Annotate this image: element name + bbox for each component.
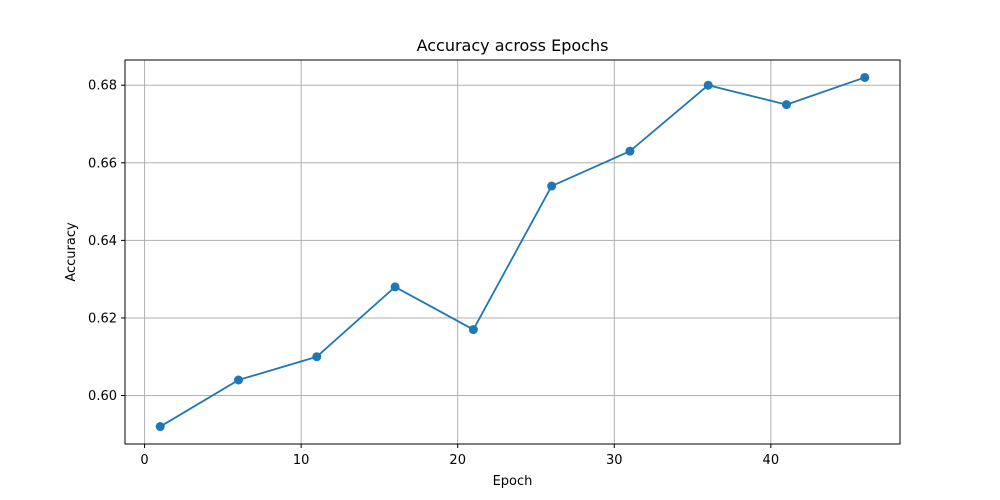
plot-area	[125, 60, 900, 444]
data-point	[312, 352, 322, 362]
grid-lines	[125, 60, 900, 444]
y-tick-label: 0.66	[88, 156, 117, 171]
x-tick-label: 0	[140, 453, 148, 468]
chart-title: Accuracy across Epochs	[417, 36, 609, 55]
x-tick-label: 30	[606, 453, 623, 468]
data-point	[468, 325, 478, 335]
data-point	[860, 72, 870, 82]
y-tick-label: 0.64	[88, 234, 117, 249]
data-point	[155, 422, 165, 432]
x-axis-label: Epoch	[493, 474, 533, 489]
y-tick-label: 0.62	[88, 311, 117, 326]
plot-frame	[124, 59, 901, 445]
x-tick-label: 10	[293, 453, 310, 468]
accuracy-series-line	[159, 76, 866, 428]
data-point	[234, 375, 244, 385]
x-tick-label: 40	[763, 453, 780, 468]
series-layer	[155, 72, 870, 432]
data-point	[390, 282, 400, 292]
data-point	[547, 181, 557, 191]
y-axis-label: Accuracy	[64, 222, 79, 282]
data-point	[703, 80, 713, 90]
axis-ticks: 0 10 20 30 40 0.60 0.62 0.64 0.66 0.68	[88, 79, 779, 468]
data-point	[625, 146, 635, 156]
data-point	[781, 100, 791, 110]
x-tick-label: 20	[449, 453, 466, 468]
y-tick-label: 0.68	[88, 79, 117, 94]
y-tick-label: 0.60	[88, 389, 117, 404]
